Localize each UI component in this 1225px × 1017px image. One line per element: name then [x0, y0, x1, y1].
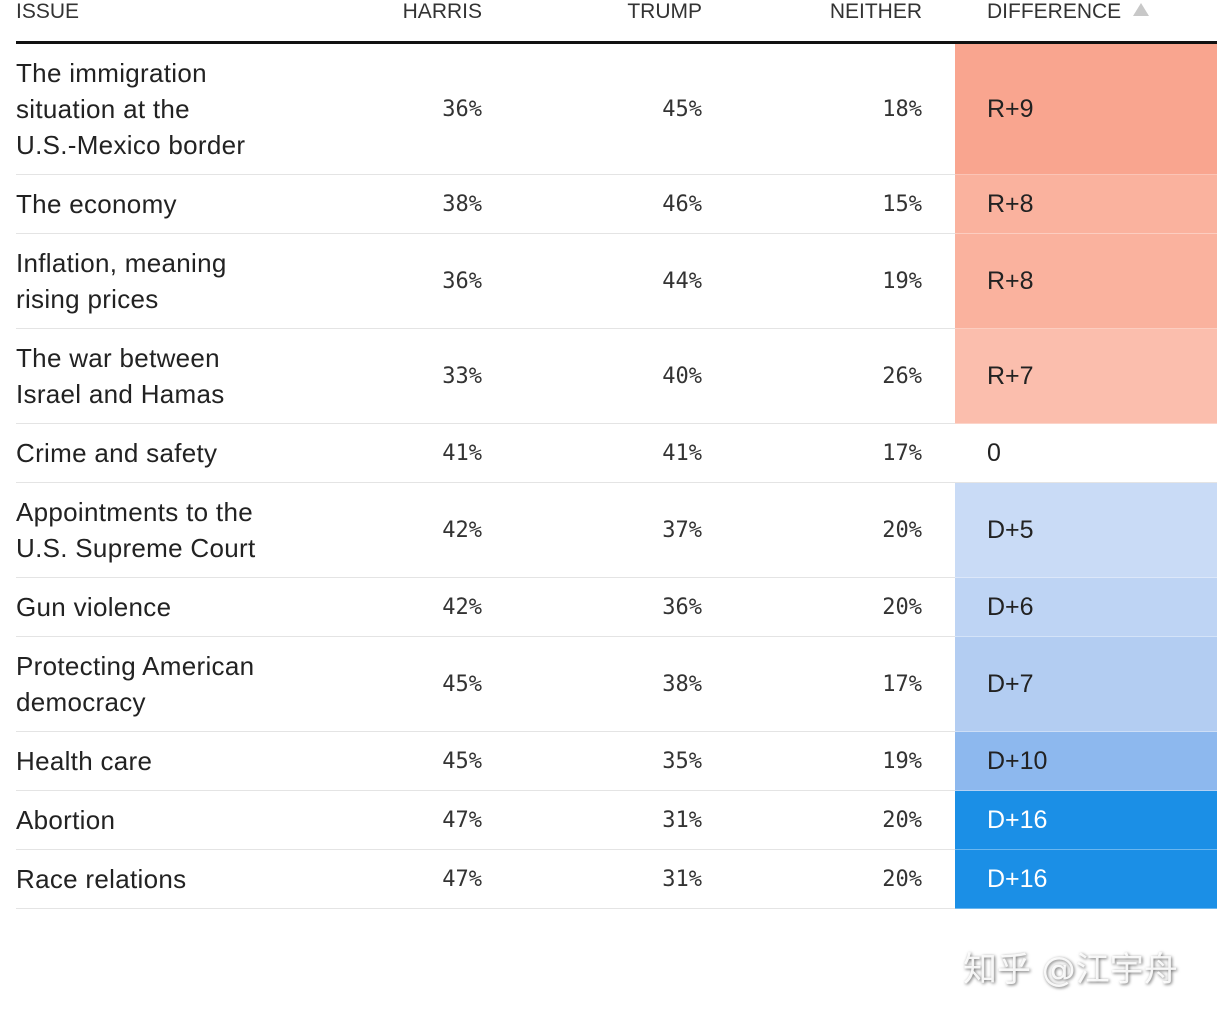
- issue-cell: Race relations: [16, 849, 276, 909]
- table-row: Crime and safety 41% 41% 17% 0: [16, 423, 1217, 483]
- trump-cell: 46%: [482, 174, 702, 234]
- neither-cell: 20%: [702, 849, 955, 909]
- harris-cell: 47%: [276, 790, 482, 850]
- neither-cell: 20%: [702, 790, 955, 850]
- sort-icon[interactable]: [1133, 3, 1150, 16]
- header-text: HARRIS: [402, 0, 482, 23]
- trump-cell: 40%: [482, 328, 702, 424]
- header-trump: TRUMP: [482, 0, 702, 44]
- table-row: Health care 45% 35% 19% D+10: [16, 731, 1217, 791]
- trump-cell: 31%: [482, 790, 702, 850]
- header-harris: HARRIS: [276, 0, 482, 44]
- trump-cell: 38%: [482, 636, 702, 732]
- header-difference[interactable]: DIFFERENCE: [955, 0, 1217, 44]
- issue-cell: Health care: [16, 731, 276, 791]
- header-issue: ISSUE: [16, 0, 276, 44]
- neither-cell: 20%: [702, 577, 955, 637]
- neither-cell: 20%: [702, 482, 955, 578]
- difference-cell: R+8: [955, 233, 1217, 329]
- issue-cell: The immigration situation at the U.S.-Me…: [16, 42, 276, 175]
- harris-cell: 45%: [276, 731, 482, 791]
- header-text[interactable]: DIFFERENCE: [987, 0, 1122, 23]
- header-text: TRUMP: [627, 0, 702, 23]
- table-row: Race relations 47% 31% 20% D+16: [16, 849, 1217, 909]
- table-row: Inflation, meaning rising prices 36% 44% 19…: [16, 233, 1217, 329]
- difference-cell: R+8: [955, 174, 1217, 234]
- issue-cell: The war between Israel and Hamas: [16, 328, 276, 424]
- issue-cell: The economy: [16, 174, 276, 234]
- difference-cell: D+6: [955, 577, 1217, 637]
- trump-cell: 31%: [482, 849, 702, 909]
- table-row: Protecting American democracy 45% 38% 17% D+…: [16, 636, 1217, 732]
- harris-cell: 45%: [276, 636, 482, 732]
- harris-cell: 47%: [276, 849, 482, 909]
- difference-cell: D+16: [955, 790, 1217, 850]
- issue-cell: Gun violence: [16, 577, 276, 637]
- difference-cell: D+5: [955, 482, 1217, 578]
- difference-cell: D+16: [955, 849, 1217, 909]
- issue-cell: Appointments to the U.S. Supreme Court: [16, 482, 276, 578]
- header-neither: NEITHER: [702, 0, 955, 44]
- neither-cell: 17%: [702, 423, 955, 483]
- header-text: ISSUE: [16, 0, 80, 23]
- table-row: The economy 38% 46% 15% R+8: [16, 174, 1217, 234]
- table-row: The immigration situation at the U.S.-Me…: [16, 42, 1217, 175]
- difference-cell: D+10: [955, 731, 1217, 791]
- issues-table: ISSUE HARRIS TRUMP NEITHER DIFFERENCE Th…: [16, 0, 1217, 909]
- table-row: The war between Israel and Hamas 33% 40% 26…: [16, 328, 1217, 424]
- trump-cell: 41%: [482, 423, 702, 483]
- harris-cell: 36%: [276, 233, 482, 329]
- header-row: ISSUE HARRIS TRUMP NEITHER DIFFERENCE: [16, 0, 1217, 44]
- trump-cell: 45%: [482, 42, 702, 175]
- neither-cell: 15%: [702, 174, 955, 234]
- table-row: Abortion 47% 31% 20% D+16: [16, 790, 1217, 850]
- issue-cell: Abortion: [16, 790, 276, 850]
- trump-cell: 36%: [482, 577, 702, 637]
- trump-cell: 35%: [482, 731, 702, 791]
- neither-cell: 26%: [702, 328, 955, 424]
- trump-cell: 37%: [482, 482, 702, 578]
- table-row: Appointments to the U.S. Supreme Court 42…: [16, 482, 1217, 578]
- harris-cell: 36%: [276, 42, 482, 175]
- issue-cell: Crime and safety: [16, 423, 276, 483]
- neither-cell: 19%: [702, 731, 955, 791]
- difference-cell: 0: [955, 423, 1217, 483]
- harris-cell: 33%: [276, 328, 482, 424]
- difference-cell: D+7: [955, 636, 1217, 732]
- trump-cell: 44%: [482, 233, 702, 329]
- watermark: 知乎 @江宇舟: [963, 950, 1178, 990]
- harris-cell: 42%: [276, 482, 482, 578]
- difference-cell: R+7: [955, 328, 1217, 424]
- issue-cell: Inflation, meaning rising prices: [16, 233, 276, 329]
- header-text: NEITHER: [829, 0, 922, 23]
- neither-cell: 17%: [702, 636, 955, 732]
- harris-cell: 41%: [276, 423, 482, 483]
- table-row: Gun violence 42% 36% 20% D+6: [16, 577, 1217, 637]
- harris-cell: 38%: [276, 174, 482, 234]
- table-body: The immigration situation at the U.S.-Me…: [16, 42, 1217, 909]
- issue-cell: Protecting American democracy: [16, 636, 276, 732]
- neither-cell: 19%: [702, 233, 955, 329]
- neither-cell: 18%: [702, 42, 955, 175]
- difference-cell: R+9: [955, 42, 1217, 175]
- harris-cell: 42%: [276, 577, 482, 637]
